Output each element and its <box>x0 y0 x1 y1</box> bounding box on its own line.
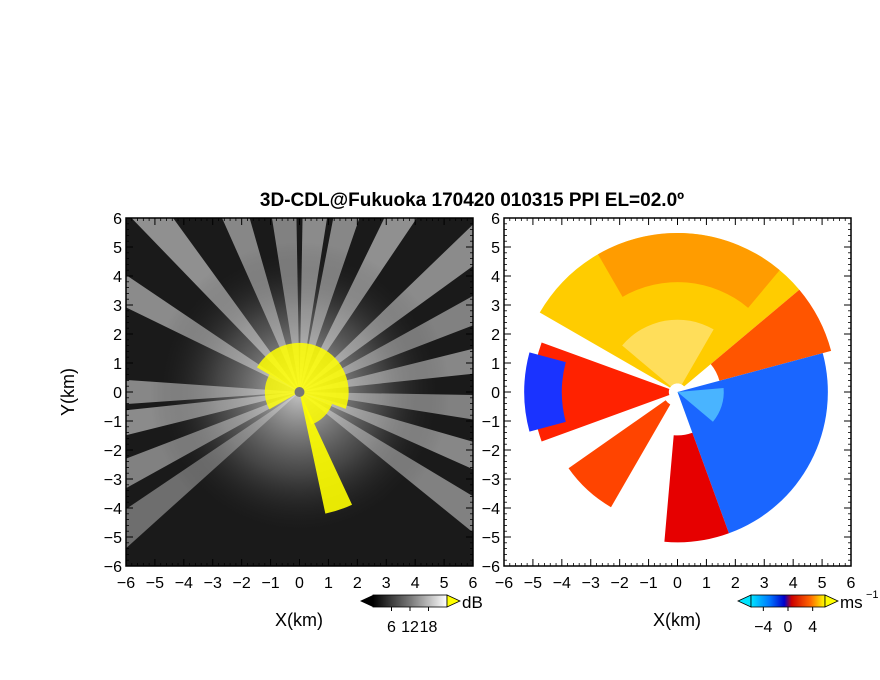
y-tick-label: −4 <box>104 501 122 518</box>
right-x-axis-label: X(km) <box>653 610 701 630</box>
y-tick-label: −3 <box>482 472 500 489</box>
x-tick-label: 5 <box>440 575 449 592</box>
left-x-axis-label: X(km) <box>275 610 323 630</box>
right-colorbar-unit: ms <box>840 593 863 612</box>
x-tick-label: 2 <box>731 575 740 592</box>
y-tick-label: −1 <box>482 414 500 431</box>
right-colorbar-left-arrow <box>737 594 752 608</box>
right-x-ticks: −6 −5 −4 −3 −2 −1 0 1 2 3 4 5 6 <box>495 218 856 592</box>
colorbar-tick-label: 18 <box>420 619 438 636</box>
x-tick-label: 0 <box>295 575 304 592</box>
left-y-axis-label: Y(km) <box>58 368 78 416</box>
y-tick-label: 4 <box>113 269 122 286</box>
x-tick-label: 2 <box>353 575 362 592</box>
right-colorbar: ms −1 −4 0 4 <box>737 589 879 636</box>
x-tick-label: 4 <box>789 575 798 592</box>
y-tick-label: 0 <box>113 385 122 402</box>
right-colorbar-bar <box>750 594 826 608</box>
x-tick-label: 3 <box>382 575 391 592</box>
y-tick-label: −2 <box>104 443 122 460</box>
colorbar-tick-label: 6 <box>387 619 396 636</box>
velocity-northeast-sector <box>710 289 832 381</box>
velocity-north-far-field <box>597 232 780 308</box>
x-tick-label: −1 <box>639 575 657 592</box>
x-tick-label: 4 <box>411 575 420 592</box>
x-tick-label: −4 <box>175 575 193 592</box>
x-tick-label: −4 <box>553 575 571 592</box>
yellow-echo-west <box>264 374 300 410</box>
x-tick-label: −3 <box>582 575 600 592</box>
x-tick-label: 6 <box>847 575 856 592</box>
colorbar-tick-label: −4 <box>754 619 772 636</box>
radar-site-marker <box>294 387 305 397</box>
x-tick-label: −5 <box>524 575 542 592</box>
figure-title: 3D-CDL@Fukuoka 170420 010315 PPI EL=02.0… <box>260 190 684 211</box>
left-panel: −6 −5 −4 −3 −2 −1 0 1 2 3 4 5 6 6543210−1−2−3−4−5−6 … <box>58 211 483 636</box>
x-tick-label: 6 <box>469 575 478 592</box>
y-tick-label: −5 <box>482 530 500 547</box>
x-tick-label: 5 <box>818 575 827 592</box>
y-tick-label: −5 <box>104 530 122 547</box>
yellow-echo-north <box>256 342 349 409</box>
yellow-echo-region <box>256 342 353 514</box>
left-x-ticks: −6 −5 −4 −3 −2 −1 0 1 2 3 4 5 6 <box>117 218 478 592</box>
x-tick-label: −3 <box>204 575 222 592</box>
right-y-ticks: 6 5 4 3 2 1 0 −1 −2 −3 −4 −5 −6 <box>482 211 851 576</box>
y-tick-label: 6 <box>113 211 122 228</box>
left-colorbar-unit: dB <box>462 593 483 612</box>
velocity-east-near-field <box>677 387 724 422</box>
x-tick-label: −1 <box>261 575 279 592</box>
right-panel: −6 −5 −4 −3 −2 −1 0 1 2 3 4 5 6 6 5 4 3 2 1 0 −1 −2 −3 −4 −5−6 … <box>482 211 879 636</box>
right-colorbar-right-arrow <box>824 594 839 608</box>
y-tick-label: 4 <box>491 269 500 286</box>
left-y-ticks: 6 5 4 3 2 1 0 −1 −2 −3 −4 −5 −6 <box>104 211 473 576</box>
left-colorbar-right-arrow <box>446 594 461 608</box>
colorbar-tick-label: 0 <box>784 619 793 636</box>
velocity-southwest-sector <box>568 400 671 508</box>
y-tick-label: −6 <box>104 559 122 576</box>
y-tick-label: −2 <box>482 443 500 460</box>
x-tick-label: −6 <box>495 575 513 592</box>
yellow-echo-south-streak <box>299 392 353 514</box>
x-tick-label: 3 <box>760 575 769 592</box>
yellow-echo-east <box>299 392 333 425</box>
velocity-south-sector <box>664 432 729 543</box>
x-tick-label: −6 <box>117 575 135 592</box>
y-tick-label: 3 <box>491 298 500 315</box>
left-colorbar: dB 6 12 18 <box>360 593 483 636</box>
y-tick-label: 1 <box>113 356 122 373</box>
velocity-west-edge <box>524 352 566 432</box>
left-colorbar-ticks: 6 12 18 <box>387 607 438 636</box>
left-colorbar-bar <box>372 594 448 608</box>
velocity-west-sector <box>532 342 670 442</box>
right-colorbar-ticks: −4 0 4 <box>754 607 817 636</box>
velocity-regions <box>524 232 832 543</box>
y-tick-label: 5 <box>491 240 500 257</box>
x-tick-label: −2 <box>611 575 629 592</box>
right-colorbar-unit-exponent: −1 <box>866 589 879 601</box>
colorbar-tick-label: 4 <box>808 619 817 636</box>
y-tick-label: 2 <box>113 327 122 344</box>
velocity-north-near-field <box>622 319 714 387</box>
y-tick-label: 6 <box>491 211 500 228</box>
colorbar-tick-label: 12 <box>401 619 419 636</box>
y-tick-label: 1 <box>491 356 500 373</box>
y-tick-label: −4 <box>482 501 500 518</box>
x-tick-label: −5 <box>146 575 164 592</box>
x-tick-label: 1 <box>702 575 711 592</box>
x-tick-label: 0 <box>673 575 682 592</box>
y-tick-label: −3 <box>104 472 122 489</box>
x-tick-label: 1 <box>324 575 333 592</box>
x-tick-label: −2 <box>233 575 251 592</box>
left-colorbar-left-arrow <box>360 595 373 607</box>
y-tick-label: 5 <box>113 240 122 257</box>
y-tick-label: −6 <box>482 559 500 576</box>
y-tick-label: 0 <box>491 385 500 402</box>
y-tick-label: 3 <box>113 298 122 315</box>
y-tick-label: −1 <box>104 414 122 431</box>
y-tick-label: 2 <box>491 327 500 344</box>
